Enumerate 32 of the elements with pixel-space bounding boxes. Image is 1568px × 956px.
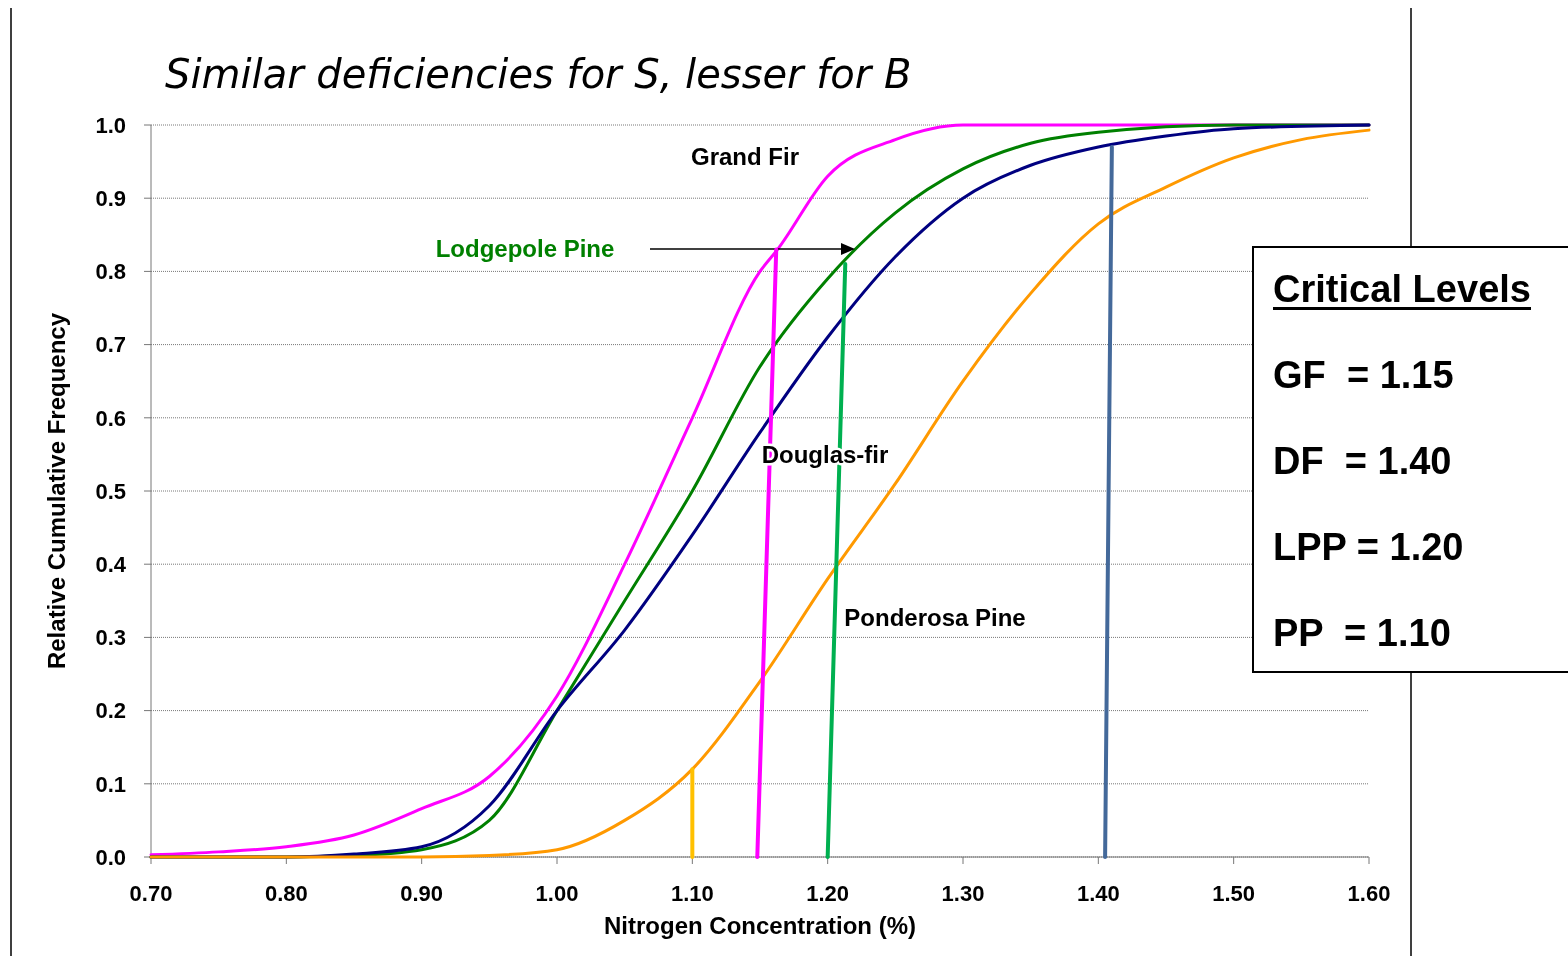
- y-tick-label: 0.9: [95, 185, 126, 211]
- x-tick-label: 1.20: [806, 881, 850, 906]
- annotation: DF = 1.40: [1273, 440, 1452, 482]
- y-tick-label: 0.7: [95, 332, 126, 358]
- series-label: Ponderosa Pine: [844, 604, 1026, 632]
- x-tick-label: 1.00: [535, 881, 579, 906]
- y-tick-label: 0.6: [95, 405, 126, 431]
- y-tick-label: 0.2: [95, 698, 126, 724]
- x-tick-label: 0.90: [400, 881, 444, 906]
- x-tick-label: 0.70: [129, 881, 173, 906]
- x-axis-title: Nitrogen Concentration (%): [604, 912, 916, 939]
- annotation: Critical Levels: [1273, 268, 1531, 310]
- annotation: LPP = 1.20: [1273, 526, 1464, 568]
- annotation: GF = 1.15: [1273, 354, 1454, 396]
- x-tick-label: 1.30: [941, 881, 985, 906]
- annotation: PP = 1.10: [1273, 612, 1451, 654]
- x-tick-label: 1.60: [1347, 881, 1391, 906]
- y-tick-label: 0.3: [95, 625, 126, 651]
- text: Lodgepole Pine: [435, 235, 615, 263]
- y-tick-label: 0.1: [95, 771, 126, 797]
- y-tick-label: 0.0: [95, 844, 126, 870]
- x-tick-label: 1.50: [1212, 881, 1256, 906]
- y-tick-label: 0.4: [95, 551, 127, 577]
- y-tick-label: 1.0: [95, 112, 126, 138]
- y-tick-label: 0.5: [95, 478, 126, 504]
- x-tick-label: 1.40: [1076, 881, 1120, 906]
- series-label: Grand Fir: [690, 143, 800, 171]
- x-tick-label: 1.10: [670, 881, 714, 906]
- chart-title: Similar deficiencies for S, lesser for B: [165, 51, 912, 97]
- y-tick-label: 0.8: [95, 259, 126, 285]
- y-axis-title: Relative Cumulative Frequency: [43, 312, 70, 670]
- x-tick-label: 0.80: [264, 881, 308, 906]
